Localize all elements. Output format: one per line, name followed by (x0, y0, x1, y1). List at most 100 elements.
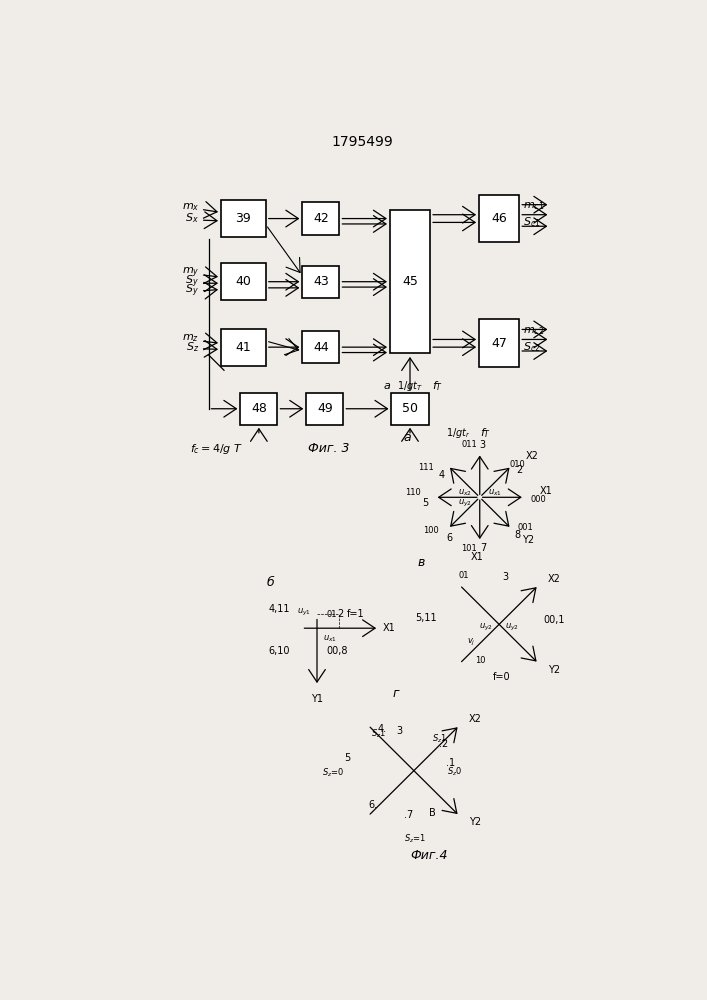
Text: $S_z$=0: $S_z$=0 (322, 767, 344, 779)
Text: $S_{c2}$: $S_{c2}$ (523, 340, 541, 354)
Text: 5,11: 5,11 (415, 613, 436, 623)
Text: $u_{x1}$: $u_{x1}$ (488, 487, 501, 498)
Bar (303, 202, 339, 235)
Text: $f_c=4/g\ T$: $f_c=4/g\ T$ (189, 442, 243, 456)
Text: 3: 3 (480, 440, 486, 450)
Text: 8: 8 (515, 530, 521, 540)
Text: $S_x$: $S_x$ (185, 212, 199, 225)
Text: 111: 111 (419, 463, 434, 472)
Text: 100: 100 (423, 526, 438, 535)
Text: B: B (429, 808, 436, 818)
Text: $m_y$: $m_y$ (182, 265, 199, 280)
Text: $f_T$: $f_T$ (431, 379, 443, 393)
Text: X2: X2 (469, 714, 481, 724)
Text: Фиг.4: Фиг.4 (411, 849, 448, 862)
Text: 011: 011 (461, 440, 477, 449)
Text: .1: .1 (445, 758, 455, 768)
Text: 5: 5 (422, 498, 428, 508)
Bar (303, 266, 339, 298)
Text: X1: X1 (470, 552, 483, 562)
Text: 110: 110 (405, 488, 421, 497)
Bar (221, 263, 266, 300)
Text: 6.: 6. (368, 800, 378, 810)
Text: 4: 4 (439, 470, 445, 480)
Text: $f_T$: $f_T$ (480, 426, 491, 440)
Text: 41: 41 (235, 341, 251, 354)
Text: $S_z$1: $S_z$1 (370, 727, 386, 740)
Text: $m_{c2}$: $m_{c2}$ (523, 325, 544, 337)
Text: 010: 010 (510, 460, 526, 469)
Text: 001: 001 (518, 523, 534, 532)
Text: 50: 50 (402, 402, 418, 415)
Text: a: a (384, 381, 391, 391)
Text: 4,11: 4,11 (269, 604, 290, 614)
Text: 46: 46 (491, 212, 507, 225)
Text: 47: 47 (491, 337, 507, 350)
Bar (479, 195, 519, 242)
Text: $u_{y2}$: $u_{y2}$ (458, 498, 472, 509)
Bar (390, 210, 430, 353)
Bar (240, 393, 277, 425)
Text: $u_{y2}$: $u_{y2}$ (479, 622, 493, 633)
Bar (306, 393, 344, 425)
Text: 3: 3 (502, 572, 508, 582)
Text: 40: 40 (235, 275, 251, 288)
Text: 43: 43 (313, 275, 329, 288)
Text: 01: 01 (458, 571, 469, 580)
Text: 3: 3 (396, 726, 402, 736)
Text: X1: X1 (540, 486, 553, 496)
Text: $1/gt_T$: $1/gt_T$ (397, 379, 423, 393)
Text: $m_{c1}$: $m_{c1}$ (523, 200, 544, 212)
Text: Y1: Y1 (311, 694, 323, 704)
Text: 49: 49 (317, 402, 332, 415)
Text: 6: 6 (446, 533, 452, 543)
Text: 2: 2 (337, 609, 344, 619)
Text: $S_z$: $S_z$ (186, 340, 199, 354)
Text: $S_y$: $S_y$ (185, 283, 199, 299)
Text: Y2: Y2 (469, 817, 481, 827)
Text: X1: X1 (383, 623, 396, 633)
Text: Фиг. 3: Фиг. 3 (308, 442, 349, 455)
Text: $S_z$0: $S_z$0 (448, 766, 462, 778)
Text: $m_x$: $m_x$ (182, 201, 199, 213)
Text: б: б (267, 576, 274, 588)
Text: .2: .2 (439, 739, 448, 749)
Text: в: в (418, 556, 425, 569)
Text: 01: 01 (327, 610, 337, 619)
Text: $v_j$: $v_j$ (467, 637, 476, 648)
Bar (303, 331, 339, 363)
Text: $S_z$1: $S_z$1 (433, 732, 448, 745)
Text: $u_{y2}$: $u_{y2}$ (506, 622, 519, 633)
Text: 00,8: 00,8 (327, 646, 348, 656)
Text: f=0: f=0 (493, 672, 510, 682)
Text: г: г (392, 687, 399, 700)
Text: 10: 10 (475, 656, 486, 665)
Text: Y2: Y2 (522, 535, 534, 545)
Text: $1/gt_r$: $1/gt_r$ (445, 426, 470, 440)
Bar (221, 200, 266, 237)
Text: 00,1: 00,1 (543, 615, 565, 626)
Text: $S_z$=1: $S_z$=1 (404, 832, 426, 845)
Text: 1795499: 1795499 (332, 135, 394, 149)
Text: 000: 000 (531, 495, 547, 504)
Text: 5: 5 (344, 753, 351, 763)
Text: a: a (404, 431, 411, 444)
Text: X2: X2 (548, 574, 561, 584)
Text: 101: 101 (461, 544, 477, 553)
Text: 7: 7 (480, 543, 486, 553)
Bar (392, 393, 428, 425)
Text: 2: 2 (516, 465, 522, 475)
Text: 6,10: 6,10 (269, 646, 290, 656)
Bar (221, 329, 266, 366)
Text: X2: X2 (525, 451, 538, 461)
Text: 45: 45 (402, 275, 418, 288)
Text: 4.: 4. (378, 724, 387, 734)
Text: $m_z$: $m_z$ (182, 332, 199, 344)
Text: 48: 48 (251, 402, 267, 415)
Text: $u_{x1}$: $u_{x1}$ (323, 634, 337, 644)
Text: $u_{x2}$: $u_{x2}$ (458, 487, 472, 498)
Text: Y2: Y2 (548, 665, 560, 675)
Text: $u_{y1}$: $u_{y1}$ (297, 607, 311, 618)
Text: 44: 44 (313, 341, 329, 354)
Text: 42: 42 (313, 212, 329, 225)
